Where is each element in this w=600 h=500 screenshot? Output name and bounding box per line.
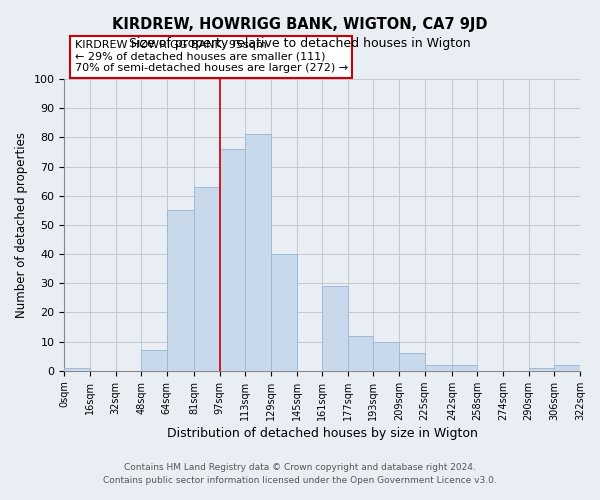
Bar xyxy=(194,187,220,371)
Bar xyxy=(425,365,452,371)
Text: KIRDREW, HOWRIGG BANK, WIGTON, CA7 9JD: KIRDREW, HOWRIGG BANK, WIGTON, CA7 9JD xyxy=(112,18,488,32)
Bar xyxy=(322,286,348,371)
Bar xyxy=(271,254,296,371)
Bar xyxy=(554,365,580,371)
Text: KIRDREW HOWRIGG BANK: 95sqm
← 29% of detached houses are smaller (111)
70% of se: KIRDREW HOWRIGG BANK: 95sqm ← 29% of det… xyxy=(74,40,348,73)
Text: Size of property relative to detached houses in Wigton: Size of property relative to detached ho… xyxy=(129,38,471,51)
Bar xyxy=(64,368,90,371)
Bar xyxy=(452,365,478,371)
X-axis label: Distribution of detached houses by size in Wigton: Distribution of detached houses by size … xyxy=(167,427,478,440)
Bar xyxy=(141,350,167,371)
Bar xyxy=(373,342,399,371)
Bar xyxy=(529,368,554,371)
Text: Contains public sector information licensed under the Open Government Licence v3: Contains public sector information licen… xyxy=(103,476,497,485)
Bar xyxy=(167,210,194,371)
Bar xyxy=(220,149,245,371)
Bar xyxy=(399,354,425,371)
Bar xyxy=(245,134,271,371)
Text: Contains HM Land Registry data © Crown copyright and database right 2024.: Contains HM Land Registry data © Crown c… xyxy=(124,464,476,472)
Y-axis label: Number of detached properties: Number of detached properties xyxy=(15,132,28,318)
Bar xyxy=(348,336,373,371)
